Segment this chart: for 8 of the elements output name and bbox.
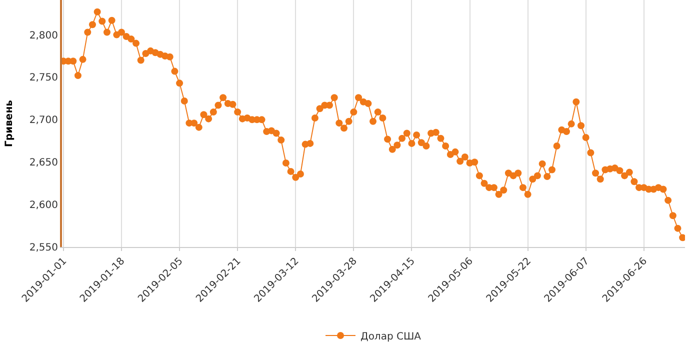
y-tick-label: 2,650 [29, 158, 58, 169]
legend-label: Долар США [360, 331, 422, 342]
y-tick-label: 2,550 [29, 242, 58, 254]
y-tick-label: 2,700 [29, 115, 58, 126]
y-axis-title: Гривень [4, 100, 15, 147]
y-tick-label: 2,750 [29, 72, 58, 84]
y-tick-label: 2,800 [29, 30, 58, 42]
y-tick-label: 2,600 [29, 200, 58, 212]
